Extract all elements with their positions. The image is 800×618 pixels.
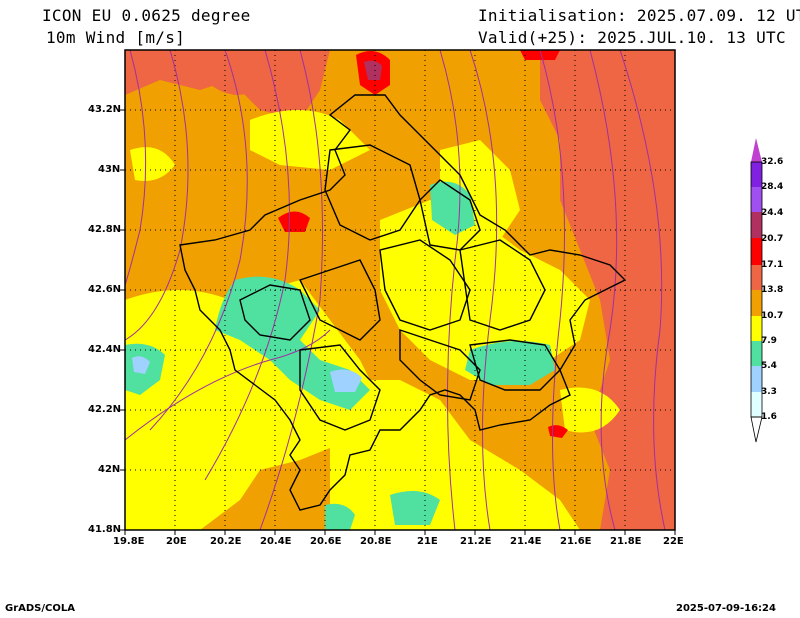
colorbar-label: 24.4 — [761, 208, 784, 218]
south-green-2 — [325, 503, 355, 530]
inner-district-8 — [469, 339, 561, 391]
lon-tick-label: 21.2E — [460, 536, 492, 547]
east-strong-region — [540, 50, 675, 530]
lon-tick-label: 20E — [166, 536, 187, 547]
lon-tick-label: 20.8E — [360, 536, 392, 547]
colorbar-label: 32.6 — [761, 157, 784, 167]
colorbar-swatch-7 — [751, 238, 762, 265]
colorbar-swatch-6 — [751, 265, 762, 290]
valid-time: Valid(+25): 2025.JUL.10. 13 UTC — [478, 28, 786, 47]
variable-title: 10m Wind [m/s] — [46, 28, 186, 47]
colorbar-top-arrow — [751, 138, 762, 162]
red-hotspot-top — [520, 50, 560, 60]
lat-tick-label: 43N — [98, 164, 121, 175]
colorbar-label: 17.1 — [761, 260, 784, 270]
lon-tick-label: 21.4E — [510, 536, 542, 547]
colorbar-swatch-2 — [751, 366, 762, 392]
lat-tick-label: 42.2N — [88, 404, 122, 415]
lon-tick-label: 21.6E — [560, 536, 592, 547]
colorbar-swatch-9 — [751, 187, 762, 212]
footer-credit: GrADS/COLA — [5, 603, 75, 614]
tick-marks — [120, 109, 676, 535]
init-time: Initialisation: 2025.07.09. 12 UTC — [478, 6, 800, 25]
colorbar-label: 10.7 — [761, 311, 784, 321]
south-green — [390, 491, 440, 525]
lon-tick-label: 20.2E — [210, 536, 242, 547]
colorbar-label: 3.3 — [761, 387, 777, 397]
east-green — [465, 341, 555, 385]
inner-district-7 — [419, 179, 481, 251]
colorbar-swatch-3 — [751, 341, 762, 366]
lat-tick-label: 43.2N — [88, 104, 122, 115]
colorbar-swatch-10 — [751, 162, 762, 187]
colorbar-label: 13.8 — [761, 285, 784, 295]
lon-tick-label: 20.4E — [260, 536, 292, 547]
light-wind-patch — [330, 369, 362, 392]
kosovo-region-outline — [179, 94, 627, 511]
inner-district-4 — [399, 329, 481, 401]
model-title: ICON EU 0.0625 degree — [42, 6, 251, 25]
lon-tick-label: 21.8E — [610, 536, 642, 547]
colorbar — [750, 138, 763, 443]
lat-tick-label: 42.6N — [88, 284, 122, 295]
colorbar-label: 20.7 — [761, 234, 784, 244]
west-yellow-patch — [130, 147, 175, 181]
light-wind-patch-2 — [132, 356, 150, 374]
colorbar-label: 7.9 — [761, 336, 777, 346]
maroon-hotspot-north — [364, 60, 382, 80]
colorbar-swatch-1 — [751, 392, 762, 417]
colorbar-frame — [750, 161, 763, 418]
south-yellow — [330, 380, 580, 530]
sw-yellow — [125, 280, 380, 530]
streamlines — [125, 50, 666, 530]
colorbar-label: 1.6 — [761, 412, 777, 422]
lat-tick-label: 42N — [98, 464, 121, 475]
lon-tick-label: 19.8E — [113, 536, 145, 547]
inner-district-6 — [324, 144, 421, 241]
inner-district-1 — [299, 259, 381, 341]
inner-district-3 — [459, 239, 546, 331]
lat-tick-label: 42.4N — [88, 344, 122, 355]
colorbar-swatch-5 — [751, 290, 762, 316]
colorbar-swatch-8 — [751, 212, 762, 238]
nw-strong-region — [125, 50, 330, 120]
north-yellow — [250, 110, 370, 170]
lon-tick-label: 20.6E — [310, 536, 342, 547]
lat-tick-label: 42.8N — [88, 224, 122, 235]
country-borders — [179, 94, 627, 511]
inner-district-2 — [379, 239, 471, 331]
footer-timestamp: 2025-07-09-16:24 — [676, 603, 776, 614]
lon-tick-label: 22E — [663, 536, 684, 547]
nw-patch — [200, 61, 270, 95]
colorbar-label: 5.4 — [761, 361, 777, 371]
colorbar-label: 28.4 — [761, 182, 784, 192]
lon-tick-label: 21E — [417, 536, 438, 547]
red-hotspot-nw — [278, 211, 310, 232]
inner-district-9 — [239, 284, 311, 341]
colorbar-swatch-4 — [751, 316, 762, 341]
inner-district-5 — [299, 344, 381, 431]
lat-tick-label: 41.8N — [88, 524, 122, 535]
